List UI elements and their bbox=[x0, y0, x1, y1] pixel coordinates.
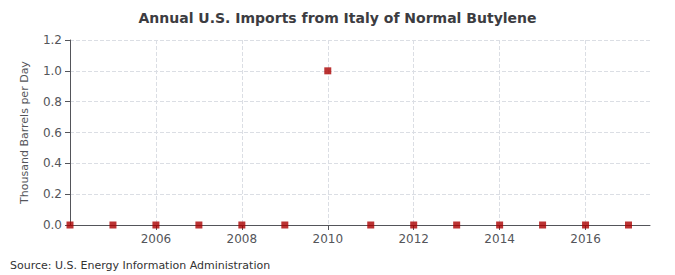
svg-text:1.0: 1.0 bbox=[43, 64, 62, 78]
svg-text:2006: 2006 bbox=[141, 232, 172, 246]
svg-text:Thousand Barrels per Day: Thousand Barrels per Day bbox=[18, 61, 31, 205]
svg-text:2010: 2010 bbox=[313, 232, 344, 246]
svg-text:2014: 2014 bbox=[484, 232, 515, 246]
svg-text:0.2: 0.2 bbox=[43, 187, 62, 201]
svg-text:2012: 2012 bbox=[398, 232, 429, 246]
svg-text:0.0: 0.0 bbox=[43, 218, 62, 232]
svg-text:2016: 2016 bbox=[570, 232, 601, 246]
svg-text:0.6: 0.6 bbox=[43, 126, 62, 140]
svg-text:2008: 2008 bbox=[227, 232, 258, 246]
svg-text:Source: U.S. Energy Informatio: Source: U.S. Energy Information Administ… bbox=[10, 259, 270, 272]
svg-text:Annual U.S. Imports from Italy: Annual U.S. Imports from Italy of Normal… bbox=[138, 10, 536, 26]
svg-text:1.2: 1.2 bbox=[43, 33, 62, 47]
svg-text:0.4: 0.4 bbox=[43, 156, 62, 170]
svg-text:0.8: 0.8 bbox=[43, 95, 62, 109]
